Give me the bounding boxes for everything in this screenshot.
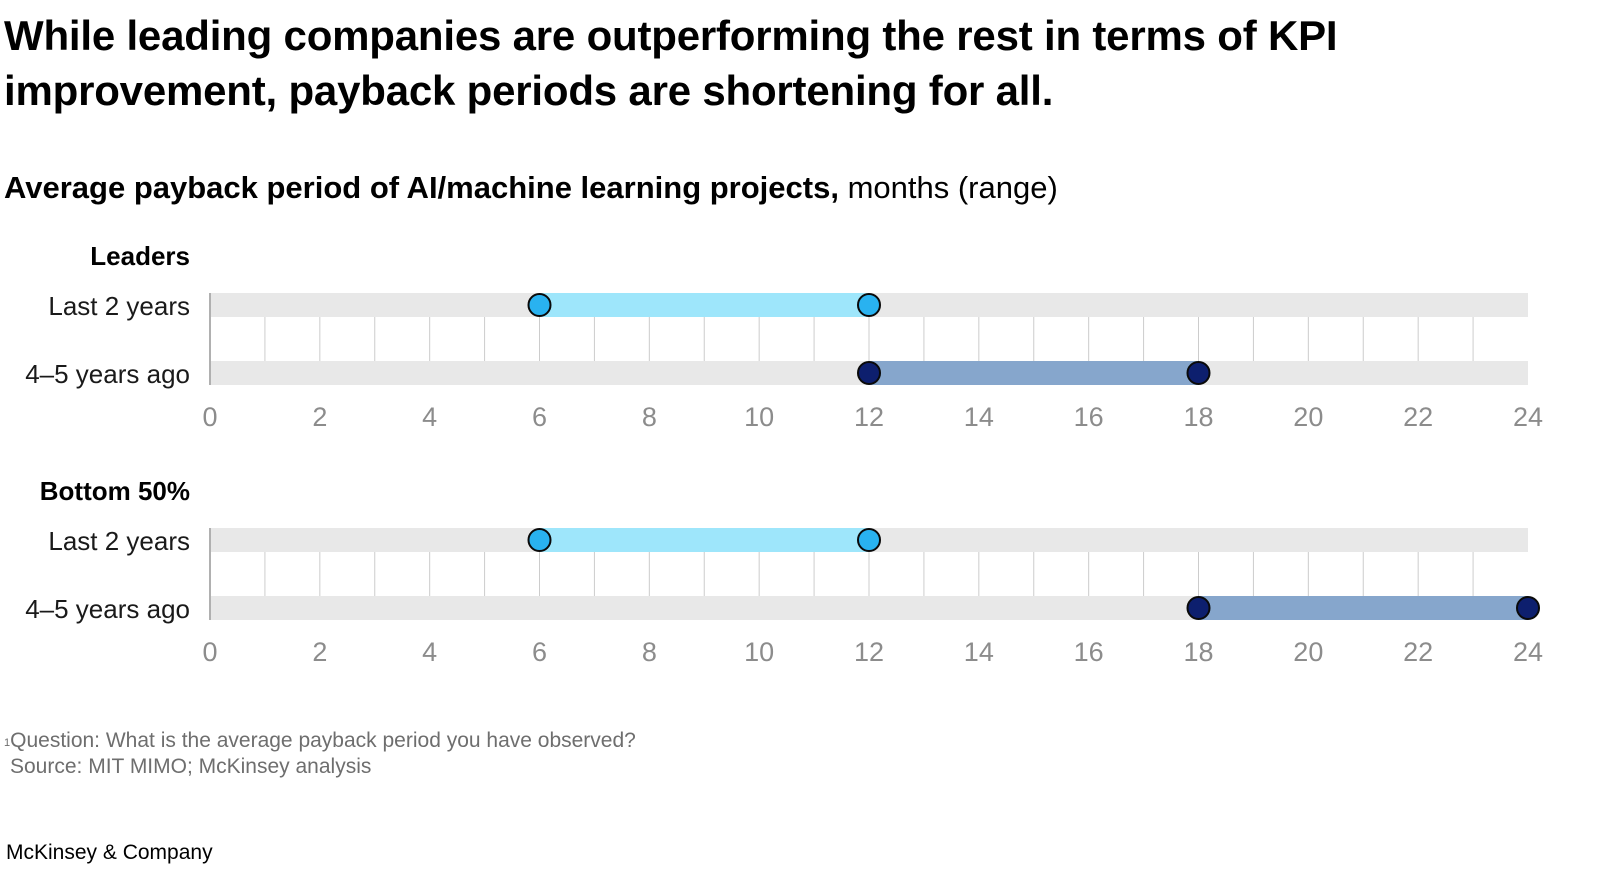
x-tick-label: 12	[854, 637, 884, 667]
x-tick-label: 16	[1074, 402, 1104, 432]
x-tick-label: 22	[1403, 402, 1433, 432]
x-tick-label: 24	[1513, 402, 1543, 432]
x-tick-label: 0	[202, 637, 217, 667]
range-start-dot	[527, 528, 552, 552]
footnote: 1Question: What is the average payback p…	[4, 728, 636, 780]
row-label: Last 2 years	[48, 526, 190, 556]
x-tick-label: 24	[1513, 637, 1543, 667]
range-bar	[869, 361, 1199, 385]
range-end-dot	[1516, 596, 1540, 620]
x-tick-label: 10	[744, 637, 774, 667]
row-label: 4–5 years ago	[25, 594, 190, 624]
x-tick-label: 18	[1183, 637, 1213, 667]
brand-logo-text: McKinsey & Company	[6, 841, 213, 864]
x-tick-label: 18	[1183, 402, 1213, 432]
range-end-dot	[857, 528, 881, 552]
x-tick-label: 4	[422, 637, 437, 667]
x-tick-label: 8	[642, 637, 657, 667]
subtitle-bold: Average payback period of AI/machine lea…	[4, 170, 839, 205]
range-bar	[539, 528, 869, 552]
x-tick-label: 2	[312, 402, 327, 432]
chart-headline: While leading companies are outperformin…	[4, 12, 1338, 114]
chart-subtitle: Average payback period of AI/machine lea…	[4, 168, 1058, 208]
x-tick-label: 20	[1293, 402, 1323, 432]
footnote-question-line: 1Question: What is the average payback p…	[4, 729, 636, 752]
range-end-dot	[1186, 361, 1211, 385]
x-tick-label: 4	[422, 402, 437, 432]
x-tick-label: 22	[1403, 637, 1433, 667]
row-label: Last 2 years	[48, 291, 190, 321]
x-tick-label: 14	[964, 402, 994, 432]
range-start-dot	[857, 361, 881, 385]
x-tick-label: 16	[1074, 637, 1104, 667]
range-bar	[1198, 596, 1528, 620]
group-title: Leaders	[90, 241, 190, 271]
range-end-dot	[857, 293, 881, 317]
x-tick-label: 2	[312, 637, 327, 667]
x-tick-label: 20	[1293, 637, 1323, 667]
range-start-dot	[1186, 596, 1211, 620]
x-tick-label: 8	[642, 402, 657, 432]
footnote-marker: 1	[4, 737, 11, 749]
x-tick-label: 14	[964, 637, 994, 667]
x-tick-label: 6	[532, 402, 547, 432]
subtitle-unit: months (range)	[838, 170, 1058, 205]
x-tick-label: 6	[532, 637, 547, 667]
footnote-question: Question: What is the average payback pe…	[10, 729, 636, 752]
x-tick-label: 10	[744, 402, 774, 432]
range-start-dot	[527, 293, 552, 317]
range-bar	[539, 293, 869, 317]
x-tick-label: 0	[202, 402, 217, 432]
x-tick-label: 12	[854, 402, 884, 432]
row-label: 4–5 years ago	[25, 359, 190, 389]
group-title: Bottom 50%	[40, 476, 190, 506]
footnote-source: Source: MIT MIMO; McKinsey analysis	[10, 755, 372, 778]
